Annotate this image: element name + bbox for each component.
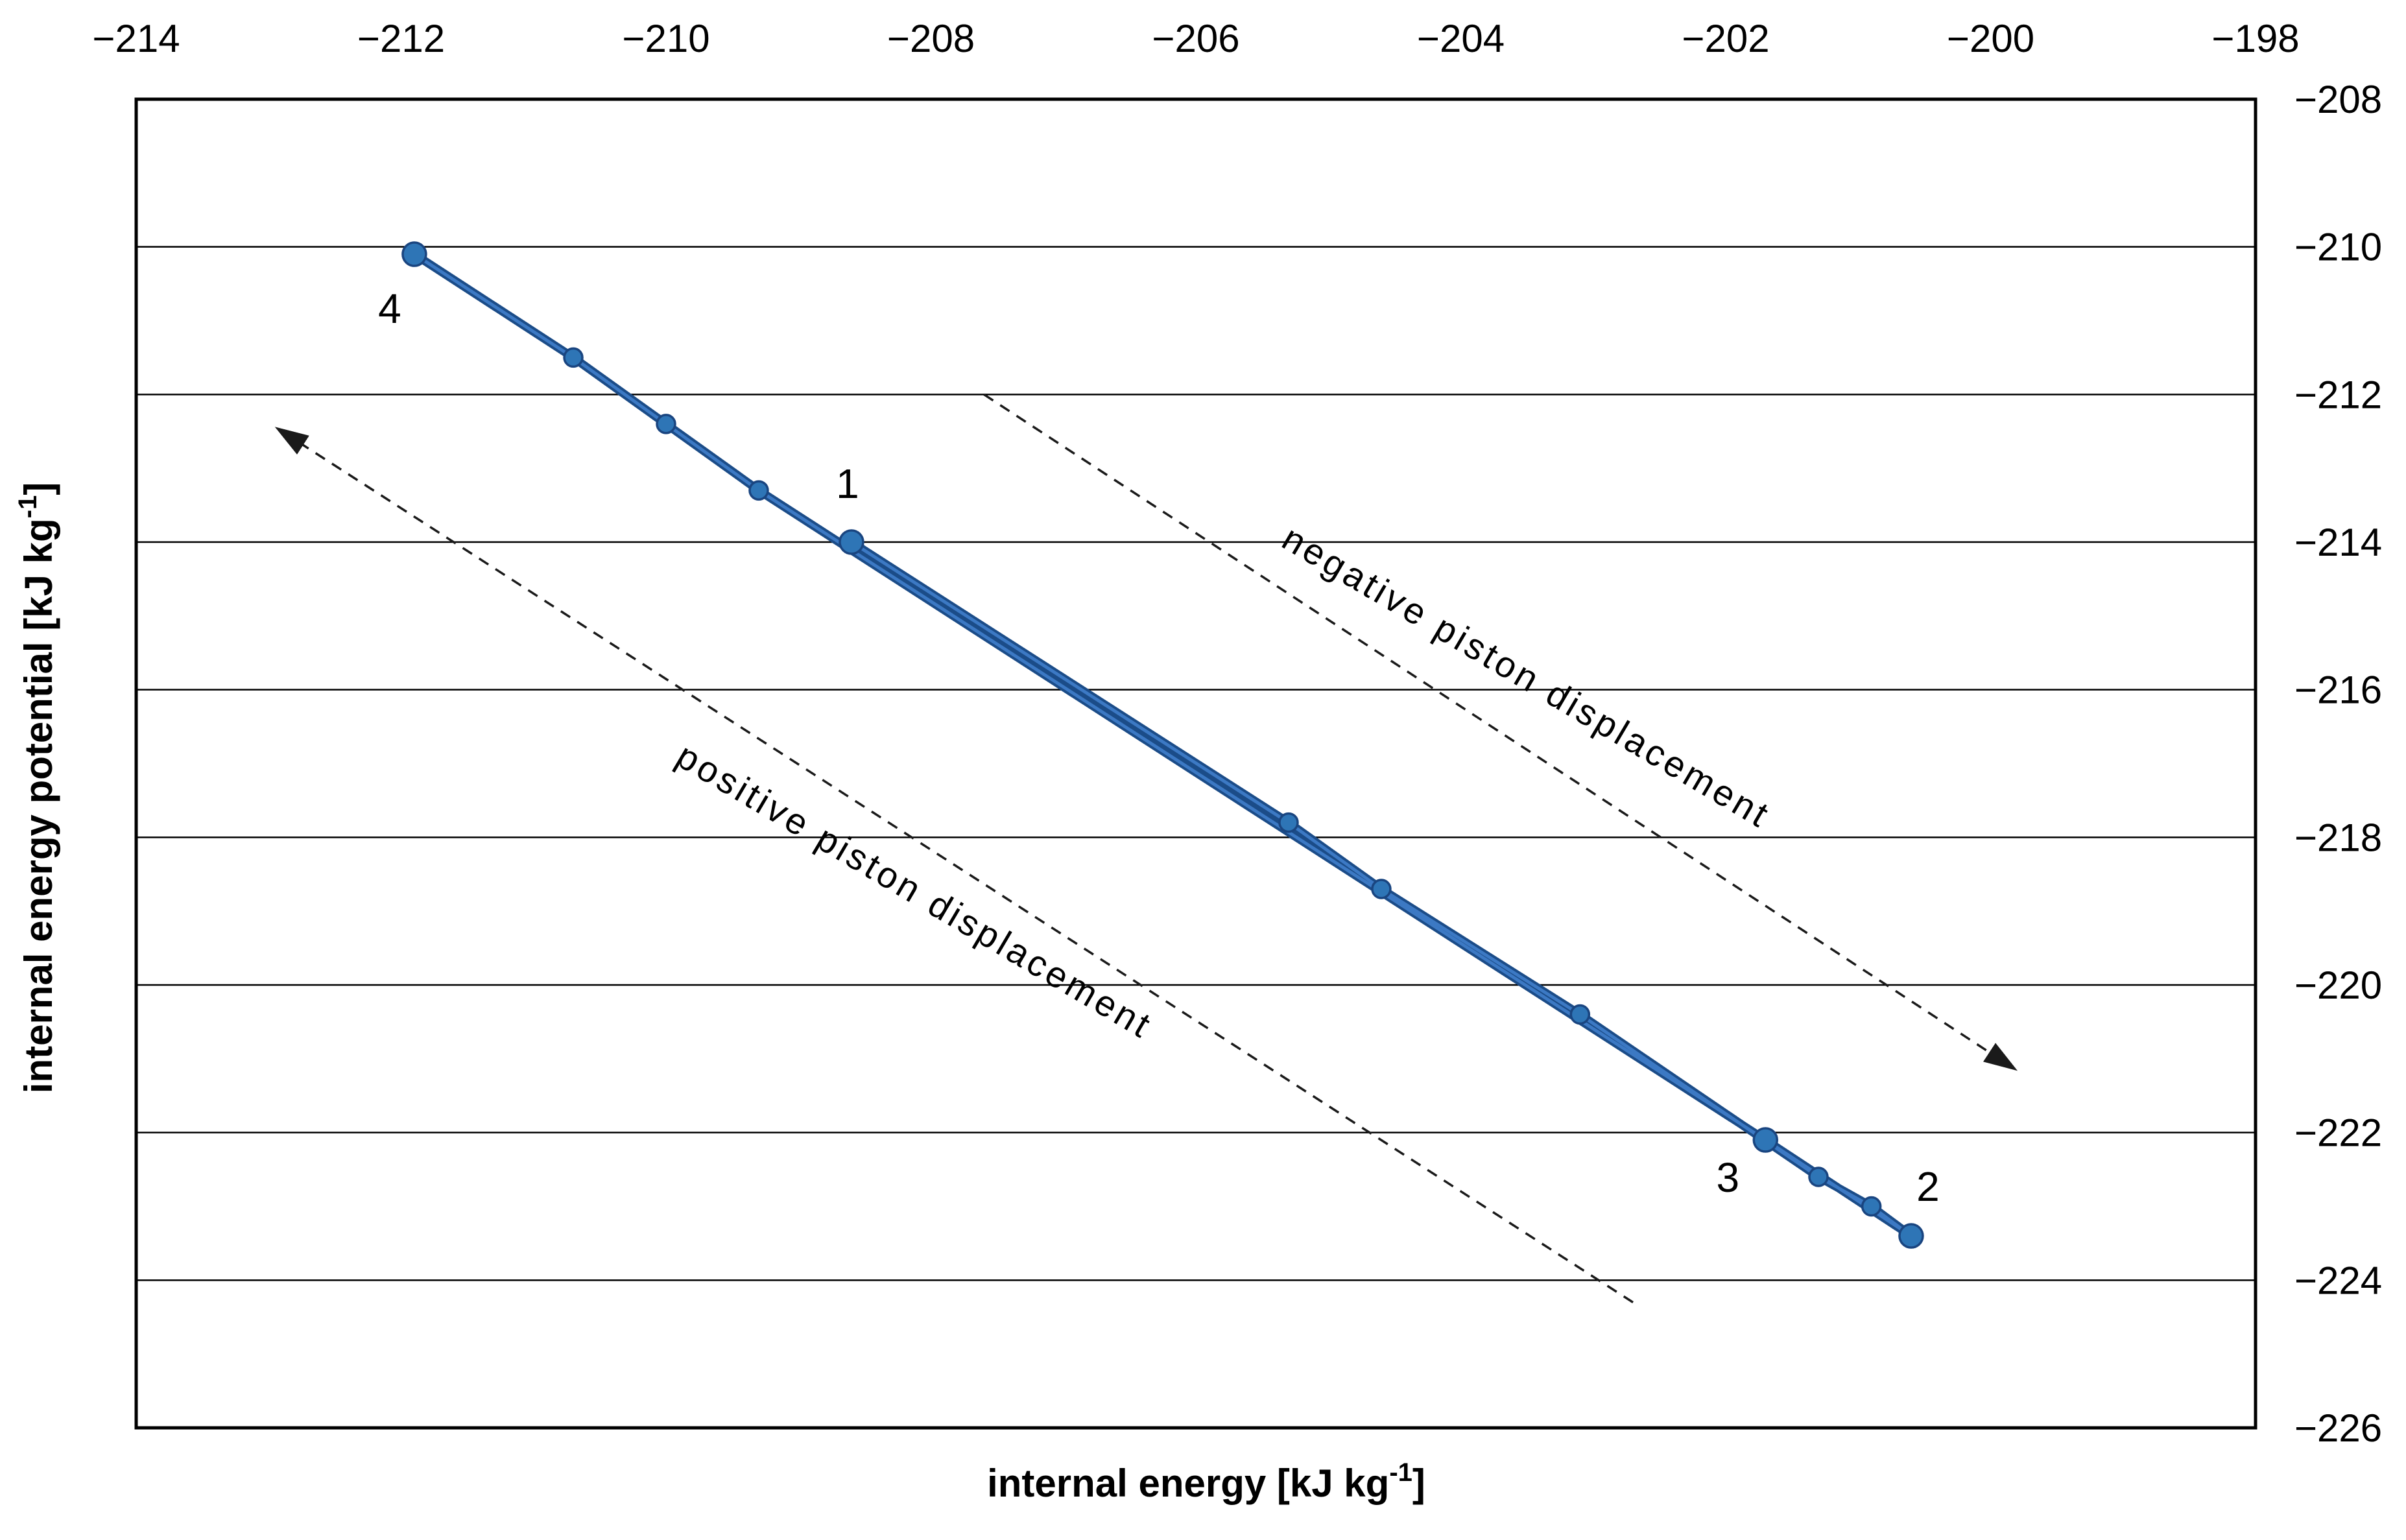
- data-point: [1808, 1167, 1829, 1187]
- y-tick--224: −224: [2294, 1259, 2382, 1302]
- data-point: [1861, 1196, 1882, 1217]
- x-tick--214: −214: [92, 17, 180, 60]
- state-label-1: 1: [836, 460, 859, 507]
- state-label-2: 2: [1916, 1163, 1940, 1210]
- axis-title-text: ]: [1412, 1462, 1425, 1505]
- state-label-4: 4: [378, 285, 401, 332]
- x-tick--210: −210: [622, 17, 709, 60]
- x-axis-title: internal energy [kJ kg-1]: [987, 1458, 1425, 1505]
- data-point-state-3: [1752, 1127, 1779, 1153]
- x-tick--204: −204: [1417, 17, 1505, 60]
- plot-border: [134, 97, 2257, 1430]
- axis-title-text: internal energy potential [kJ kg: [17, 518, 60, 1093]
- y-axis-title: internal energy potential [kJ kg-1]: [14, 482, 60, 1093]
- state-label-3: 3: [1716, 1154, 1739, 1201]
- series-line-core: [413, 252, 1913, 1238]
- y-tick--214: −214: [2294, 521, 2382, 564]
- data-point-state-4: [401, 241, 427, 267]
- x-tick--206: −206: [1152, 17, 1239, 60]
- data-point: [656, 414, 676, 434]
- data-point: [563, 347, 584, 368]
- data-point: [1569, 1004, 1591, 1025]
- state-point-labels: 1 2 3 4: [378, 285, 1940, 1210]
- data-point-state-2: [1898, 1223, 1924, 1249]
- y-tick--226: −226: [2294, 1406, 2382, 1450]
- data-series: [401, 241, 1924, 1249]
- data-point: [1371, 879, 1392, 899]
- y-tick--218: −218: [2294, 816, 2382, 859]
- x-tick--212: −212: [357, 17, 445, 60]
- gridlines: [136, 246, 2256, 1281]
- y-tick--222: −222: [2294, 1111, 2382, 1155]
- data-point: [748, 480, 769, 501]
- data-point: [1278, 812, 1299, 833]
- y-tick--208: −208: [2294, 78, 2382, 121]
- negative-piston-displacement-arrow: [983, 393, 2018, 1071]
- axis-title-text: ]: [17, 482, 60, 495]
- x-tick--198: −198: [2211, 17, 2299, 60]
- x-tick--200: −200: [1947, 17, 2034, 60]
- axis-title-superscript: -1: [14, 495, 42, 519]
- axis-title-text: internal energy [kJ kg: [987, 1462, 1389, 1505]
- y-tick--212: −212: [2294, 373, 2382, 416]
- axis-title-superscript: -1: [1389, 1458, 1412, 1487]
- y-tick--216: −216: [2294, 669, 2382, 712]
- data-point-state-1: [839, 529, 864, 555]
- displacement-arrows: [274, 393, 2018, 1303]
- x-axis-tick-labels: −214 −212 −210 −208 −206 −204 −202 −200 −198: [92, 17, 2299, 60]
- y-tick--220: −220: [2294, 964, 2382, 1007]
- y-axis-tick-labels: −208 −210 −212 −214 −216 −218 −220 −222 −224 −226: [2294, 78, 2382, 1450]
- positive-piston-displacement-arrow: [274, 427, 1634, 1303]
- x-tick--208: −208: [887, 17, 975, 60]
- y-tick--210: −210: [2294, 226, 2382, 269]
- x-tick--202: −202: [1682, 17, 1769, 60]
